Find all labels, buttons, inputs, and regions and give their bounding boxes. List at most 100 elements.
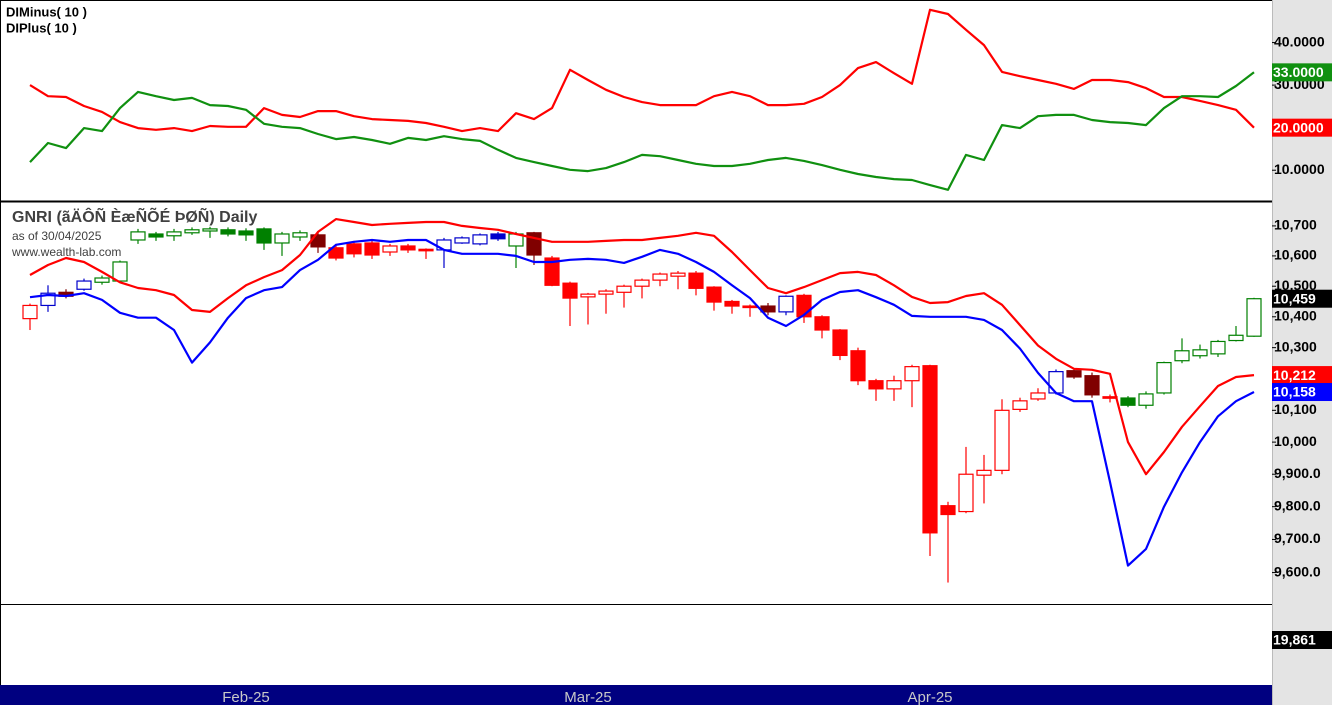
chart-subtitle: as of 30/04/2025 bbox=[12, 229, 102, 243]
watermark: www.wealth-lab.com bbox=[11, 245, 121, 259]
series-line bbox=[29, 238, 1255, 567]
candle-body bbox=[1084, 375, 1100, 396]
y-tick-label: 10,000 bbox=[1274, 433, 1317, 449]
y-tick-label: 10,700 bbox=[1274, 217, 1317, 233]
date-axis-bar bbox=[0, 685, 1272, 705]
last-value-box bbox=[1272, 383, 1332, 402]
candle-body bbox=[706, 286, 722, 303]
candle-body bbox=[418, 248, 434, 252]
series-line bbox=[29, 218, 1255, 476]
y-tick-label: 9,700.0 bbox=[1274, 530, 1321, 546]
candle-body bbox=[220, 229, 236, 235]
candle-body bbox=[382, 245, 398, 253]
candle-body bbox=[778, 295, 794, 313]
candle-body bbox=[634, 279, 650, 287]
candle-body bbox=[274, 233, 290, 244]
candle-body bbox=[868, 380, 884, 390]
candle-body bbox=[454, 237, 470, 244]
candle-body bbox=[1138, 393, 1154, 406]
price-axis-strip bbox=[1272, 0, 1332, 705]
y-tick-label: 9,600.0 bbox=[1274, 563, 1321, 579]
y-tick-label: 10,500 bbox=[1274, 277, 1317, 293]
candle-body bbox=[490, 233, 506, 240]
candle-body bbox=[1030, 392, 1046, 400]
candle-body bbox=[652, 273, 668, 281]
y-tick-label: 9,800.0 bbox=[1274, 497, 1321, 513]
candle-body bbox=[1048, 371, 1064, 394]
candle-body bbox=[580, 293, 596, 298]
x-tick-label: Feb-25 bbox=[222, 689, 270, 705]
candle-body bbox=[616, 285, 632, 293]
candle-body bbox=[364, 242, 380, 256]
candle-body bbox=[130, 231, 146, 241]
last-value-box bbox=[1272, 366, 1332, 385]
candle-body bbox=[1192, 349, 1208, 357]
last-value-box bbox=[1272, 289, 1332, 308]
candle-body bbox=[184, 229, 200, 234]
candle-body bbox=[1120, 397, 1136, 406]
y-tick-label: 9,900.0 bbox=[1274, 465, 1321, 481]
candle-body bbox=[724, 300, 740, 307]
indicator-legend: DIPlus( 10 ) bbox=[6, 20, 77, 35]
candle-body bbox=[562, 282, 578, 299]
candle-body bbox=[472, 234, 488, 245]
x-tick-label: Apr-25 bbox=[907, 689, 952, 705]
candle-body bbox=[958, 473, 974, 513]
last-value-box bbox=[1272, 118, 1332, 137]
candle-body bbox=[1012, 400, 1028, 410]
candle-body bbox=[1066, 370, 1082, 378]
candle-body bbox=[994, 409, 1010, 471]
candle-body bbox=[112, 261, 128, 282]
candle-body bbox=[238, 230, 254, 236]
candle-body bbox=[1228, 334, 1244, 342]
y-tick-label: 40.0000 bbox=[1274, 33, 1325, 49]
last-value-label: 20.0000 bbox=[1273, 119, 1324, 135]
candle-body bbox=[94, 277, 110, 283]
y-tick-label: 10,600 bbox=[1274, 247, 1317, 263]
candle-body bbox=[148, 233, 164, 238]
candle-body bbox=[850, 350, 866, 382]
candle-body bbox=[886, 380, 902, 390]
candle-body bbox=[670, 272, 686, 277]
series-line bbox=[29, 8, 1255, 133]
candle-body bbox=[940, 505, 956, 516]
y-tick-label: 10.0000 bbox=[1274, 161, 1325, 177]
y-tick-label: 10,400 bbox=[1274, 307, 1317, 323]
last-value-label: 10,459 bbox=[1273, 290, 1316, 306]
candle-body bbox=[400, 245, 416, 251]
series-line bbox=[29, 71, 1255, 191]
candle-body bbox=[544, 257, 560, 286]
last-value-label: 10,212 bbox=[1273, 367, 1316, 383]
last-value-box bbox=[1272, 63, 1332, 82]
candle-body bbox=[598, 290, 614, 295]
last-value-label: 33.0000 bbox=[1273, 64, 1324, 80]
candle-body bbox=[22, 304, 38, 320]
candle-body bbox=[1102, 396, 1118, 399]
y-tick-label: 10,300 bbox=[1274, 338, 1317, 354]
candle-body bbox=[292, 232, 308, 238]
chart-title: GNRI (ãÄÔÑ ÈæÑÕÉ ÞØÑ) Daily bbox=[12, 206, 257, 226]
candle-body bbox=[1210, 340, 1226, 355]
candle-body bbox=[256, 228, 272, 244]
candle-body bbox=[1174, 350, 1190, 362]
candle-body bbox=[1246, 298, 1262, 337]
x-tick-label: Mar-25 bbox=[564, 689, 612, 705]
candle-body bbox=[742, 305, 758, 309]
candle-body bbox=[688, 272, 704, 289]
indicator-legend: DIMinus( 10 ) bbox=[6, 4, 87, 19]
candle-body bbox=[1156, 361, 1172, 394]
y-tick-label: 10,100 bbox=[1274, 401, 1317, 417]
last-value-label: 10,158 bbox=[1273, 384, 1316, 400]
candle-body bbox=[832, 329, 848, 357]
last-value-box bbox=[1272, 631, 1332, 649]
candle-body bbox=[814, 316, 830, 331]
candle-body bbox=[76, 280, 92, 290]
candle-body bbox=[904, 366, 920, 382]
last-value-label: 19,861 bbox=[1273, 632, 1316, 648]
candle-body bbox=[922, 365, 938, 534]
candle-body bbox=[328, 247, 344, 259]
candle-body bbox=[976, 469, 992, 476]
candle-body bbox=[202, 228, 218, 232]
